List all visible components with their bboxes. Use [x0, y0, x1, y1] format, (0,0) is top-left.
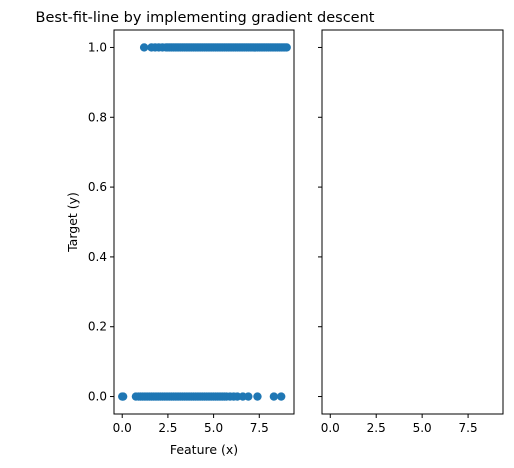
- right-y-ticks: [318, 46, 322, 398]
- left-plot-frame: [113, 29, 295, 415]
- x-tick-label: 5.0: [204, 421, 223, 435]
- chart-title: Best-fit-line by implementing gradient d…: [36, 10, 375, 26]
- right-axes: 0.0 2.5 5.0 7.5: [318, 29, 504, 435]
- y-tick-label: 0.6: [88, 180, 107, 194]
- left-data-points: [118, 43, 291, 401]
- left-axes: Best-fit-line by implementing gradient d…: [36, 10, 375, 457]
- data-point: [139, 43, 149, 52]
- right-plot-frame: [321, 29, 504, 415]
- data-point: [118, 392, 128, 401]
- data-point: [282, 43, 291, 52]
- y-tick-label: 0.2: [88, 320, 107, 334]
- data-point: [269, 392, 279, 401]
- data-point: [253, 392, 262, 401]
- x-tick-label: 0.0: [321, 421, 340, 435]
- left-x-ticks: 0.0 2.5 5.0 7.5: [113, 414, 269, 435]
- x-tick-label: 0.0: [113, 421, 132, 435]
- data-point: [244, 392, 253, 401]
- x-tick-label: 7.5: [250, 421, 269, 435]
- y-tick-label: 1.0: [88, 40, 107, 54]
- x-tick-label: 5.0: [413, 421, 432, 435]
- y-tick-label: 0.0: [88, 390, 107, 404]
- data-point: [277, 392, 286, 401]
- x-tick-label: 2.5: [158, 421, 177, 435]
- y-tick-label: 0.8: [88, 110, 107, 124]
- x-tick-label: 7.5: [459, 421, 478, 435]
- left-y-ticks: 0.0 0.2 0.4 0.6 0.8 1.0: [88, 40, 114, 404]
- y-tick-label: 0.4: [88, 250, 107, 264]
- y-axis-label: Target (y): [65, 192, 80, 253]
- x-axis-label: Feature (x): [170, 442, 238, 457]
- right-x-ticks: 0.0 2.5 5.0 7.5: [321, 414, 478, 435]
- x-tick-label: 2.5: [367, 421, 386, 435]
